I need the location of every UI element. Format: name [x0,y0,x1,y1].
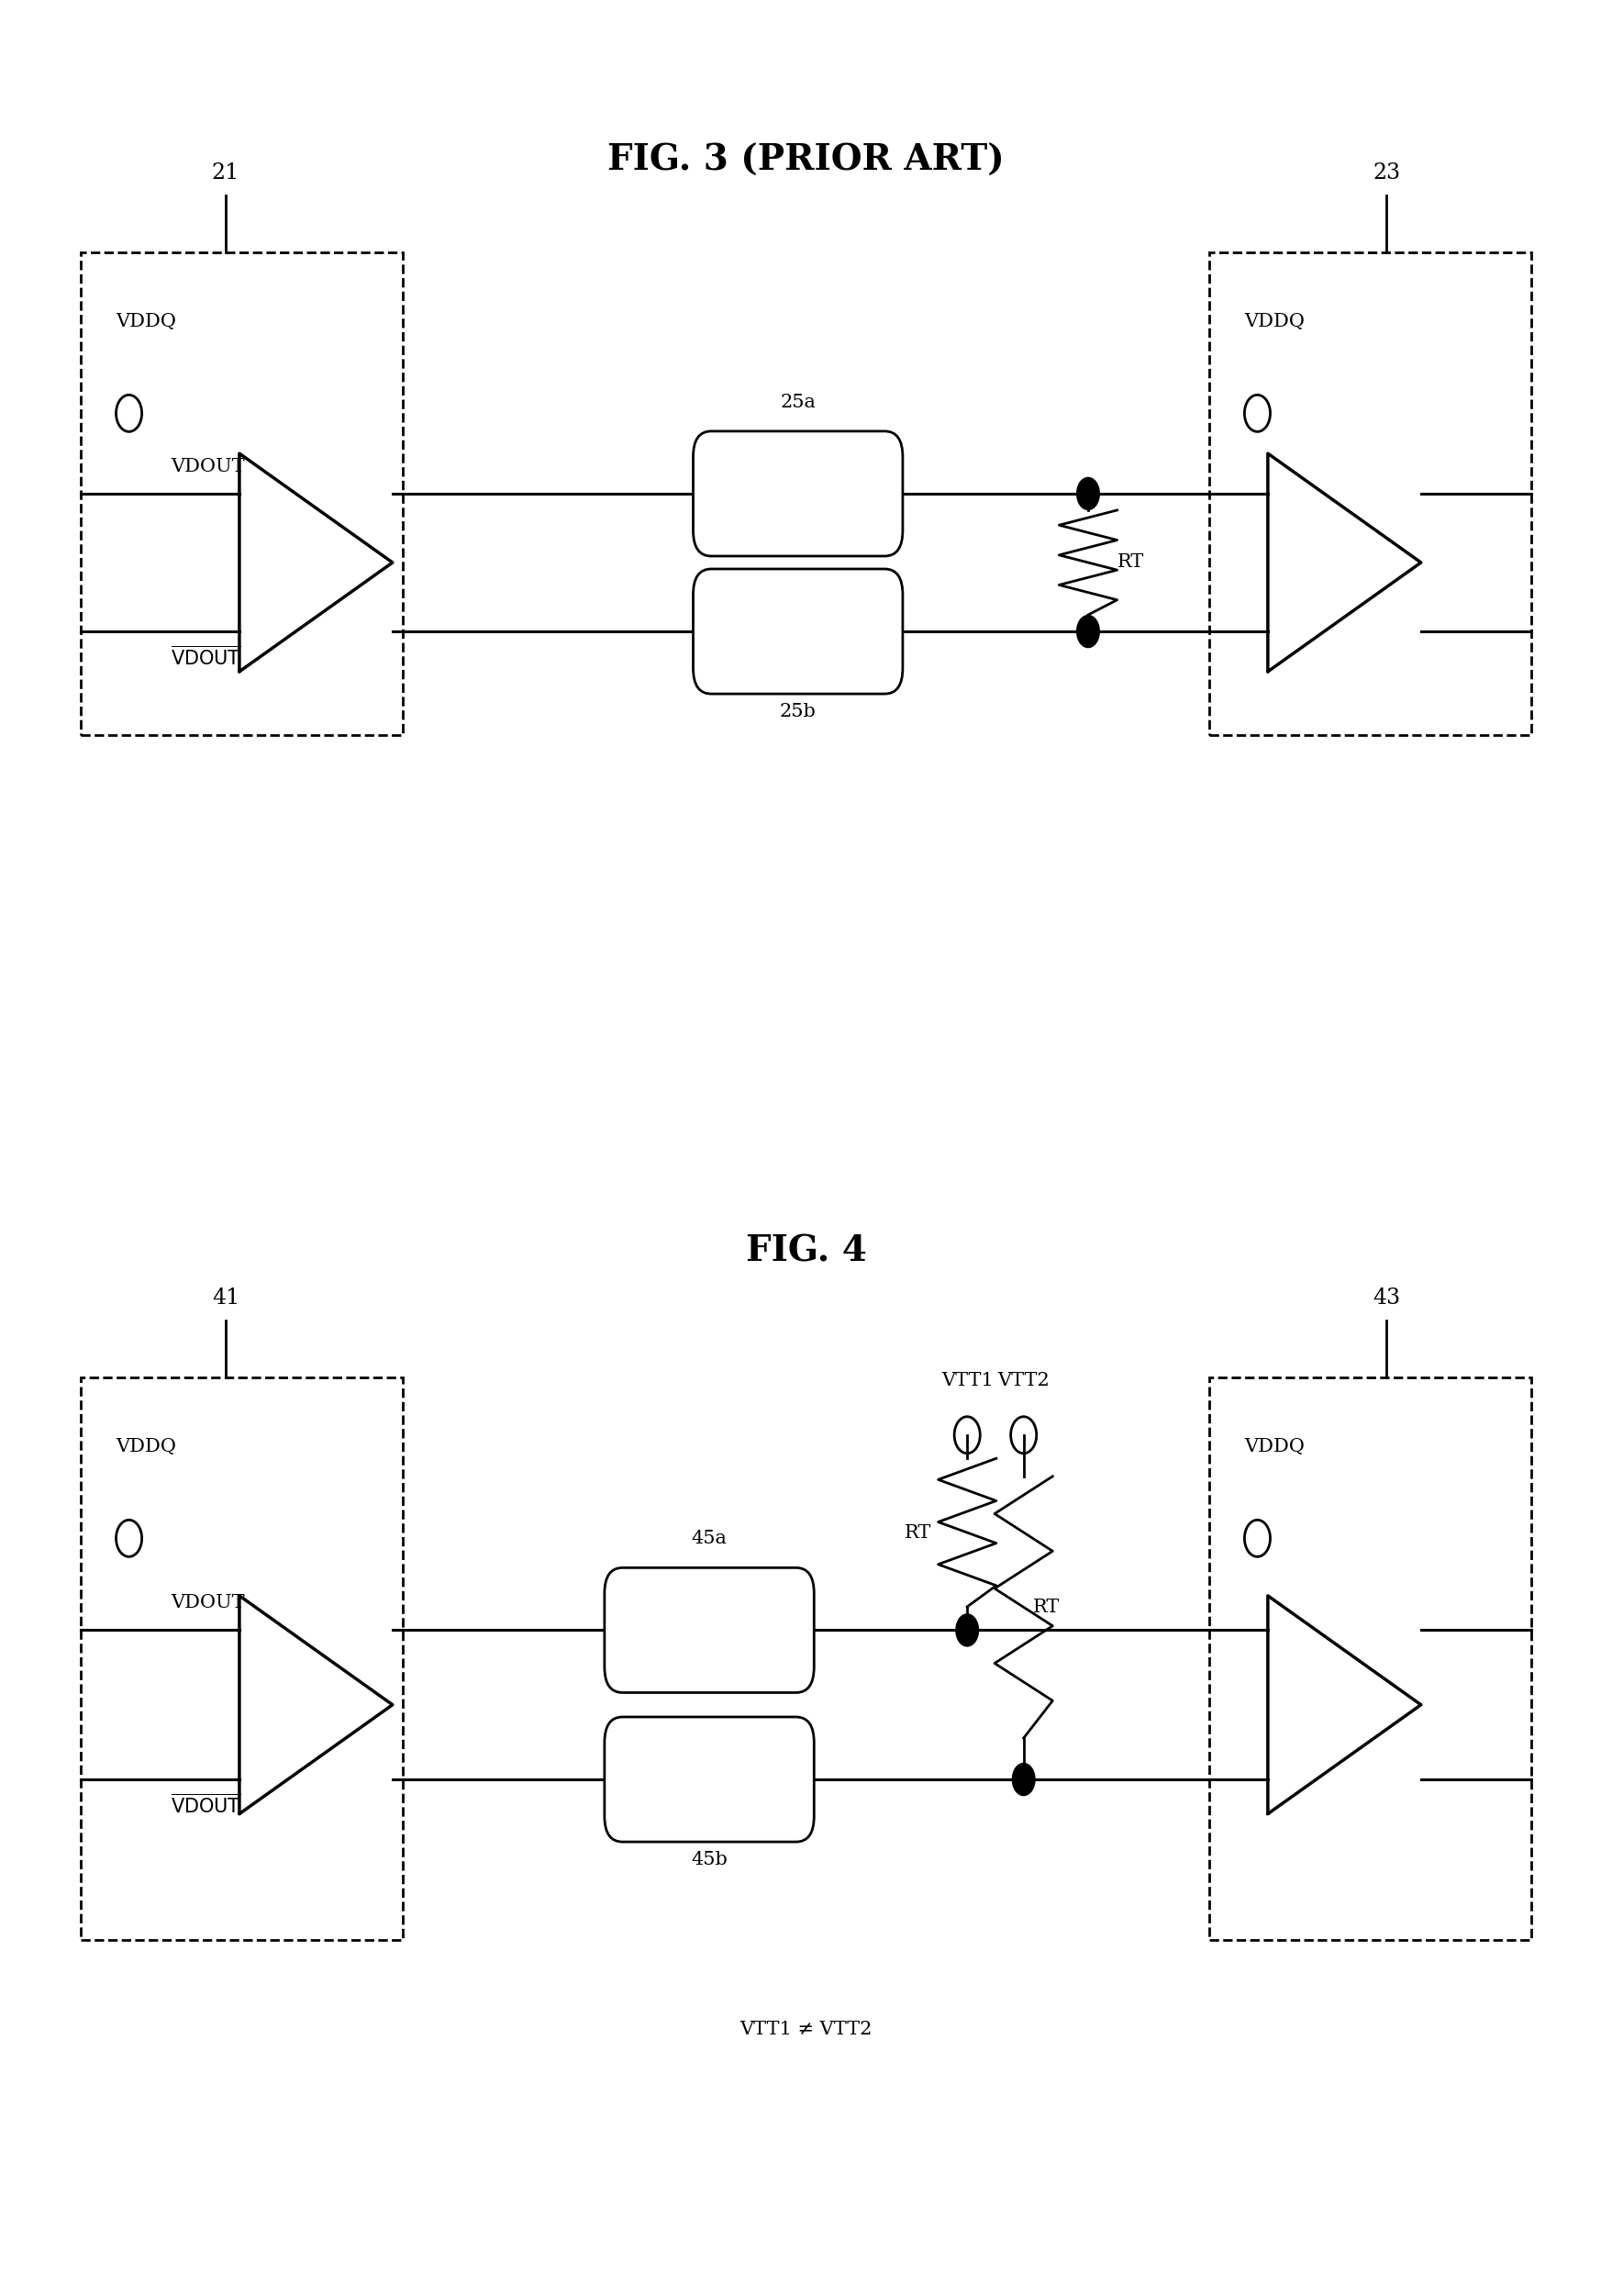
Text: VDOUT: VDOUT [171,1593,245,1612]
Circle shape [1012,1763,1035,1795]
FancyBboxPatch shape [604,1568,814,1692]
Text: FIG. 3 (PRIOR ART): FIG. 3 (PRIOR ART) [608,142,1004,179]
Text: VTT1: VTT1 [941,1371,993,1389]
Text: VDDQ: VDDQ [116,312,176,331]
Circle shape [1077,478,1099,510]
Text: $\overline{\rm VDOUT}$: $\overline{\rm VDOUT}$ [171,1793,242,1816]
Text: 25b: 25b [780,703,816,721]
Text: 45b: 45b [692,1851,727,1869]
Text: VDDQ: VDDQ [1244,1437,1304,1456]
Text: RT: RT [1033,1598,1061,1616]
Text: $\overline{\rm VDOUT}$: $\overline{\rm VDOUT}$ [171,645,242,668]
Text: 43: 43 [1372,1288,1401,1309]
FancyBboxPatch shape [604,1717,814,1841]
Text: VTT1 ≠ VTT2: VTT1 ≠ VTT2 [740,2020,872,2039]
Text: 21: 21 [211,163,240,184]
Text: 25a: 25a [780,393,816,411]
FancyBboxPatch shape [693,432,903,556]
Text: VDDQ: VDDQ [1244,312,1304,331]
Text: RT: RT [904,1525,932,1541]
Circle shape [956,1614,978,1646]
Text: VTT2: VTT2 [998,1371,1049,1389]
Text: 45a: 45a [692,1529,727,1548]
Text: VDOUT: VDOUT [171,457,245,475]
Text: RT: RT [1117,553,1145,572]
Text: VDDQ: VDDQ [116,1437,176,1456]
Text: 41: 41 [211,1288,240,1309]
Text: 23: 23 [1372,163,1401,184]
FancyBboxPatch shape [693,569,903,693]
Circle shape [1077,615,1099,647]
Text: FIG. 4: FIG. 4 [745,1233,867,1270]
